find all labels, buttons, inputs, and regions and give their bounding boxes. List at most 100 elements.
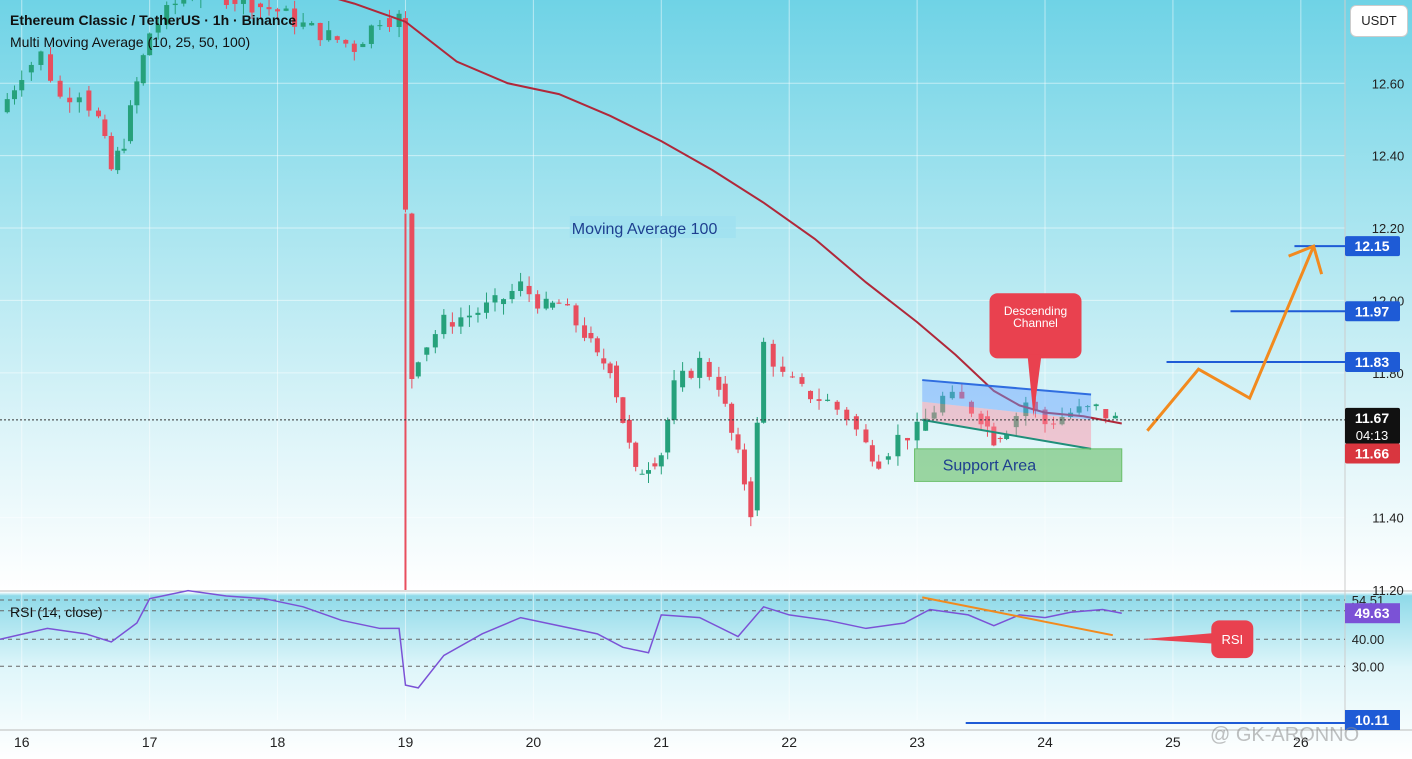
candle-body xyxy=(1093,404,1099,407)
time-tick: 21 xyxy=(654,734,670,750)
candle-body xyxy=(95,110,101,117)
candle-body xyxy=(885,456,891,460)
candle-body xyxy=(368,25,374,44)
price-tag-label: 11.66 xyxy=(1355,445,1389,461)
candle-body xyxy=(639,473,645,475)
candle-body xyxy=(102,119,108,136)
time-axis[interactable]: 16 17 18 19 20 21 22 23 24 25 26 xyxy=(14,734,1309,750)
candle-body xyxy=(67,97,73,103)
candle-body xyxy=(761,341,767,423)
candle-body xyxy=(140,55,146,84)
rsi-tag-label: 10.11 xyxy=(1355,712,1389,728)
candle-body xyxy=(501,299,507,305)
candle-body xyxy=(409,213,415,379)
candle-body xyxy=(326,30,332,41)
projection-arrow xyxy=(1146,245,1316,432)
time-tick: 24 xyxy=(1037,734,1053,750)
price-tick: 11.40 xyxy=(1372,511,1404,526)
ma-label: Moving Average 100 xyxy=(569,216,736,239)
candle-body xyxy=(258,3,264,8)
candle-body xyxy=(317,22,323,41)
price-tag-label: 11.97 xyxy=(1355,303,1389,319)
candle-body xyxy=(535,294,541,309)
candle-body xyxy=(914,421,920,441)
candle-body xyxy=(386,18,392,27)
rsi-tag xyxy=(1345,710,1400,730)
candle-body xyxy=(876,461,882,469)
candle-body xyxy=(1076,406,1082,413)
rsi-line xyxy=(0,589,1122,689)
candle-body xyxy=(991,426,997,446)
candle-body xyxy=(402,18,408,210)
candle-body xyxy=(1103,409,1109,419)
candle-body xyxy=(115,150,121,171)
time-tick: 16 xyxy=(14,734,30,750)
candle-body xyxy=(475,312,481,315)
descending-channel xyxy=(922,379,1092,450)
time-tick: 17 xyxy=(142,734,158,750)
candle-body xyxy=(741,449,747,485)
price-tag-countdown: 04:13 xyxy=(1356,428,1389,443)
candle-body xyxy=(458,317,464,327)
candle-body xyxy=(959,391,965,399)
candle-body xyxy=(905,437,911,441)
candle-body xyxy=(28,64,34,73)
candle-body xyxy=(770,343,776,367)
candle-body xyxy=(1004,434,1010,439)
candle-body xyxy=(799,377,805,384)
currency-button[interactable]: USDT xyxy=(1350,5,1408,37)
channel-upper-line xyxy=(922,379,1092,396)
candle-body xyxy=(665,420,671,453)
candle-body xyxy=(895,434,901,457)
candle-body xyxy=(853,416,859,430)
candle-body xyxy=(716,376,722,390)
price-tag xyxy=(1345,407,1400,444)
support-area-label: Support Area xyxy=(943,458,1036,475)
candle-body xyxy=(834,401,840,410)
candle-body xyxy=(108,135,114,170)
candle-body xyxy=(601,358,607,364)
support-area-box xyxy=(914,448,1123,482)
candle-body xyxy=(1112,415,1118,419)
candle-body xyxy=(4,99,10,113)
candle-body xyxy=(441,314,447,335)
candle-body xyxy=(275,9,281,12)
rsi-tick: 40.00 xyxy=(1352,632,1385,647)
candle-body xyxy=(564,304,570,306)
candle-body xyxy=(57,80,63,97)
price-tick: 11.20 xyxy=(1372,583,1404,598)
time-tick: 19 xyxy=(398,734,414,750)
candle-body xyxy=(121,148,127,151)
rsi-tag xyxy=(1345,603,1400,624)
candle-body xyxy=(594,338,600,353)
price-tag-label: 12.15 xyxy=(1354,238,1389,254)
candle-body xyxy=(360,43,366,48)
support-area: Support Area xyxy=(914,448,1123,482)
candle-body xyxy=(483,302,489,313)
candle-body xyxy=(334,36,340,40)
candle-body xyxy=(266,7,272,10)
candle-body xyxy=(729,403,735,433)
price-tag xyxy=(1345,301,1400,322)
candle-body xyxy=(688,370,694,378)
time-tick: 20 xyxy=(526,734,542,750)
candle-body xyxy=(415,362,421,377)
chart-title: Ethereum Classic / TetherUS · 1h · Binan… xyxy=(10,12,297,28)
candle-body xyxy=(588,333,594,339)
candles-layer xyxy=(4,0,1118,590)
candle-body xyxy=(556,302,562,304)
candle-body xyxy=(978,413,984,425)
candle-body xyxy=(292,8,298,27)
candle-body xyxy=(283,8,289,11)
candle-body xyxy=(232,0,238,4)
candle-body xyxy=(789,376,795,378)
ma-label-bg xyxy=(569,216,736,239)
candle-body xyxy=(1023,402,1029,417)
rsi-divergence-line xyxy=(922,596,1114,637)
candle-body xyxy=(780,366,786,372)
candle-body xyxy=(923,418,929,431)
candle-body xyxy=(869,445,875,462)
